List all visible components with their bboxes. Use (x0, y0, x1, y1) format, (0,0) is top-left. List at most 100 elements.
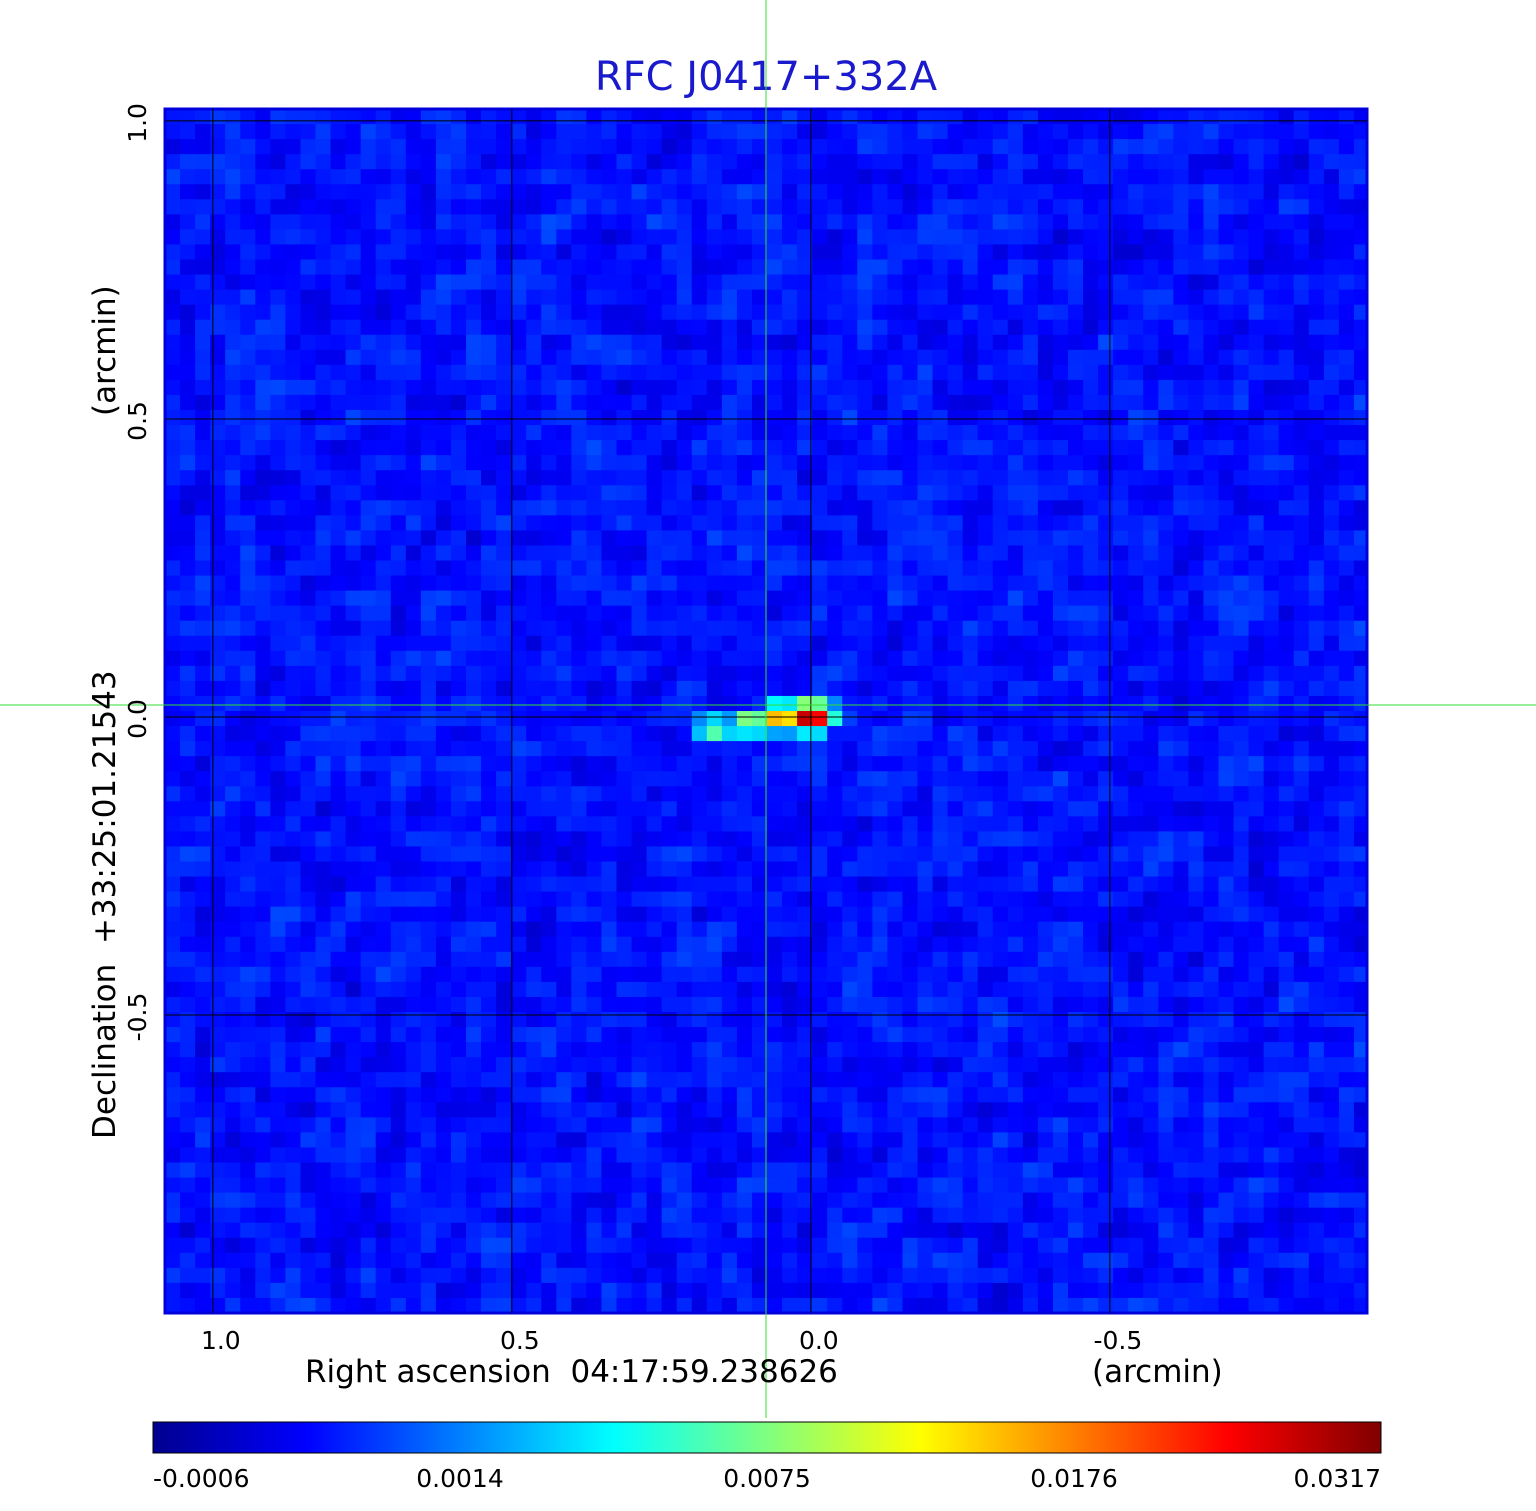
heatmap-cell (180, 575, 196, 592)
heatmap-cell (812, 349, 828, 366)
heatmap-cell (210, 906, 226, 923)
heatmap-cell (450, 410, 467, 426)
heatmap-cell (1173, 394, 1189, 411)
heatmap-cell (405, 379, 422, 396)
heatmap-cell (842, 440, 858, 456)
heatmap-cell (526, 801, 542, 817)
heatmap-cell (270, 515, 286, 531)
heatmap-cell (1308, 921, 1325, 938)
heatmap-cell (360, 665, 377, 682)
heatmap-cell (736, 394, 753, 411)
heatmap-cell (977, 605, 994, 622)
heatmap-cell (390, 500, 407, 516)
heatmap-cell (977, 349, 994, 366)
heatmap-cell (420, 214, 437, 230)
heatmap-cell (420, 199, 437, 215)
heatmap-cell (842, 500, 858, 516)
heatmap-cell (225, 515, 241, 531)
heatmap-cell (240, 169, 256, 185)
heatmap-cell (315, 831, 332, 848)
heatmap-cell (812, 259, 828, 276)
heatmap-cell (1007, 966, 1024, 983)
heatmap-cell (466, 124, 482, 140)
heatmap-cell (751, 1012, 768, 1028)
heatmap-cell (646, 575, 663, 592)
heatmap-cell (541, 786, 557, 802)
heatmap-cell (1338, 981, 1355, 998)
heatmap-cell (345, 229, 362, 246)
heatmap-cell (736, 169, 753, 185)
heatmap-cell (1353, 1027, 1367, 1043)
heatmap-cell (1233, 334, 1250, 351)
heatmap-cell (496, 259, 512, 276)
heatmap-cell (1068, 861, 1084, 878)
heatmap-cell (917, 334, 934, 351)
heatmap-cell (827, 244, 843, 261)
heatmap-cell (676, 891, 693, 908)
heatmap-cell (466, 816, 482, 832)
heatmap-cell (751, 846, 768, 863)
heatmap-cell (1338, 665, 1355, 682)
heatmap-cell (932, 891, 949, 908)
heatmap-cell (842, 139, 858, 155)
heatmap-cell (300, 1042, 317, 1058)
heatmap-cell (736, 590, 753, 607)
heatmap-cell (526, 861, 542, 878)
heatmap-cell (345, 741, 362, 757)
heatmap-cell (270, 229, 286, 246)
heatmap-cell (225, 319, 241, 336)
heatmap-cell (450, 605, 467, 622)
heatmap-cell (706, 410, 723, 426)
heatmap-cell (1068, 349, 1084, 366)
heatmap-cell (932, 936, 949, 953)
heatmap-cell (420, 530, 437, 547)
heatmap-cell (827, 485, 843, 501)
heatmap-cell (375, 996, 392, 1013)
heatmap-cell (1293, 861, 1310, 878)
heatmap-cell (782, 394, 798, 411)
heatmap-cell (405, 650, 422, 667)
heatmap-cell (240, 334, 256, 351)
heatmap-cell (1052, 229, 1069, 246)
heatmap-cell (511, 154, 527, 170)
heatmap-cell (947, 831, 964, 848)
heatmap-cell (736, 184, 753, 200)
heatmap-cell (1052, 801, 1069, 817)
heatmap-cell (255, 349, 271, 366)
heatmap-cell (601, 635, 618, 652)
heatmap-cell (300, 485, 317, 501)
heatmap-cell (360, 981, 377, 998)
heatmap-cell (1218, 846, 1235, 863)
heatmap-cell (1308, 410, 1325, 426)
heatmap-cell (556, 711, 572, 727)
heatmap-cell (1083, 139, 1099, 155)
heatmap-cell (556, 650, 572, 667)
heatmap-cell (782, 440, 798, 456)
heatmap-cell (812, 981, 828, 998)
heatmap-cell (1293, 289, 1310, 306)
heatmap-cell (300, 500, 317, 516)
heatmap-cell (797, 545, 813, 562)
heatmap-cell (1248, 590, 1265, 607)
heatmap-cell (1248, 891, 1265, 908)
heatmap-cell (601, 801, 618, 817)
heatmap-cell (721, 996, 738, 1013)
heatmap-cell (1022, 274, 1039, 291)
heatmap-cell (646, 304, 663, 321)
heatmap-cell (1233, 575, 1250, 592)
heatmap-cell (1158, 304, 1174, 321)
heatmap-cell (1263, 485, 1280, 501)
heatmap-cell (541, 1027, 557, 1043)
heatmap-cell (390, 861, 407, 878)
heatmap-cell (375, 936, 392, 953)
heatmap-cell (1083, 364, 1099, 381)
heatmap-cell (842, 244, 858, 261)
heatmap-cell (872, 515, 888, 531)
heatmap-cell (962, 846, 979, 863)
heatmap-cell (1113, 816, 1129, 832)
heatmap-cell (691, 259, 708, 276)
heatmap-cell (1203, 530, 1220, 547)
heatmap-cell (917, 801, 934, 817)
heatmap-cell (541, 816, 557, 832)
heatmap-cell (270, 605, 286, 622)
